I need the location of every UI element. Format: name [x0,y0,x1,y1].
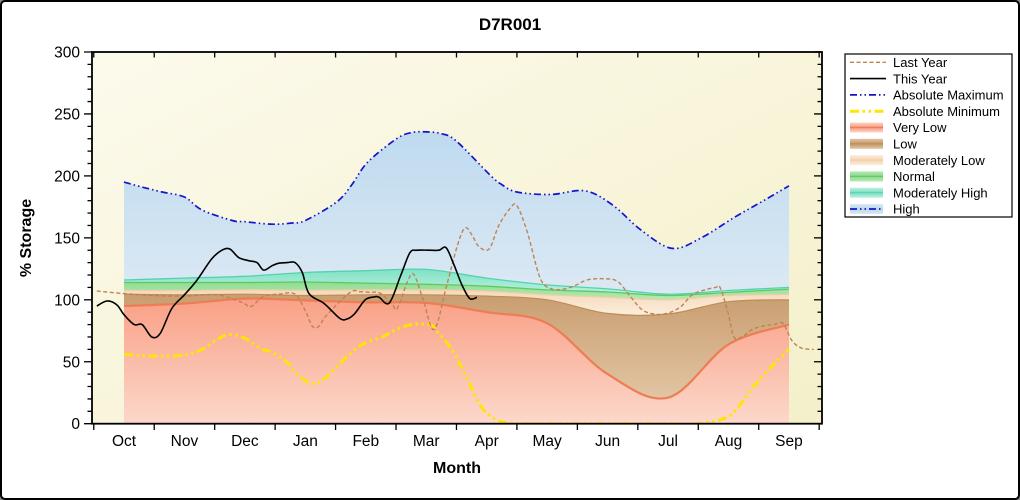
month-labels: Oct Nov Dec Jan Feb Mar Apr May Jun Jul Aug Sep [112,433,803,450]
month-label: Aug [715,433,743,450]
month-label: Jul [658,433,678,450]
series-last-year [96,203,814,351]
month-label: Jun [595,433,620,450]
legend-item: Normal [850,169,935,184]
band-moderately-high [124,269,789,296]
right-axis-ticks [814,51,822,425]
band-edge-normal [124,281,790,297]
legend-item: Moderately Low [850,153,985,168]
y-tick-label: 100 [54,292,80,309]
y-tick-label: 300 [54,45,80,62]
band-low [124,294,789,399]
y-axis-label: % Storage [18,198,35,278]
legend-item: Last Year [850,55,948,70]
month-label: Apr [475,433,499,450]
month-label: Dec [231,433,259,450]
month-label: May [533,433,563,450]
month-label: Mar [413,433,440,450]
legend-item: Moderately High [850,185,988,200]
top-axis-ticks [93,52,820,58]
legend-label: Normal [893,169,935,184]
y-tick-label: 50 [63,354,81,371]
legend-label: Moderately Low [893,153,985,168]
y-tick-labels: 0 50 100 150 200 250 300 [54,45,80,434]
chart-title: D7R001 [478,15,542,34]
legend-label: Very Low [893,120,947,135]
left-axis-ticks [84,51,92,425]
legend-label: Moderately High [893,185,988,200]
legend-item: This Year [850,71,948,86]
legend-label: Absolute Minimum [893,104,1000,119]
legend-item: Absolute Minimum [850,104,1000,119]
y-tick-label: 150 [54,230,80,247]
month-label: Feb [352,433,379,450]
legend-item: Very Low [850,120,947,135]
month-label: Sep [775,433,803,450]
band-high [124,131,789,295]
legend-label: High [893,202,920,217]
legend-item: Low [850,137,917,152]
y-tick-label: 0 [71,416,80,433]
x-axis-label: Month [433,460,481,477]
legend-label: Low [893,137,917,152]
month-label: Oct [112,433,137,450]
band-edge-very-low [123,297,790,400]
series-absolute-maximum [123,130,790,250]
band-moderately-low [124,289,789,316]
legend-item: Absolute Maximum [850,88,1004,103]
band-normal [124,281,789,300]
month-label: Jan [293,433,318,450]
y-tick-label: 200 [54,168,80,185]
percentile-bands [124,131,789,424]
legend-item: High [850,202,920,217]
month-label: Nov [171,433,199,450]
band-edge-moderately-low [123,289,790,301]
y-tick-label: 250 [54,106,80,123]
band-very-low [124,298,789,424]
band-edge-low [123,293,790,316]
legend-label: Last Year [893,55,948,70]
bottom-axis-ticks [93,423,820,430]
legend-label: This Year [893,71,948,86]
legend-label: Absolute Maximum [893,88,1004,103]
legend-swatch [850,204,883,214]
series-this-year [96,246,478,339]
